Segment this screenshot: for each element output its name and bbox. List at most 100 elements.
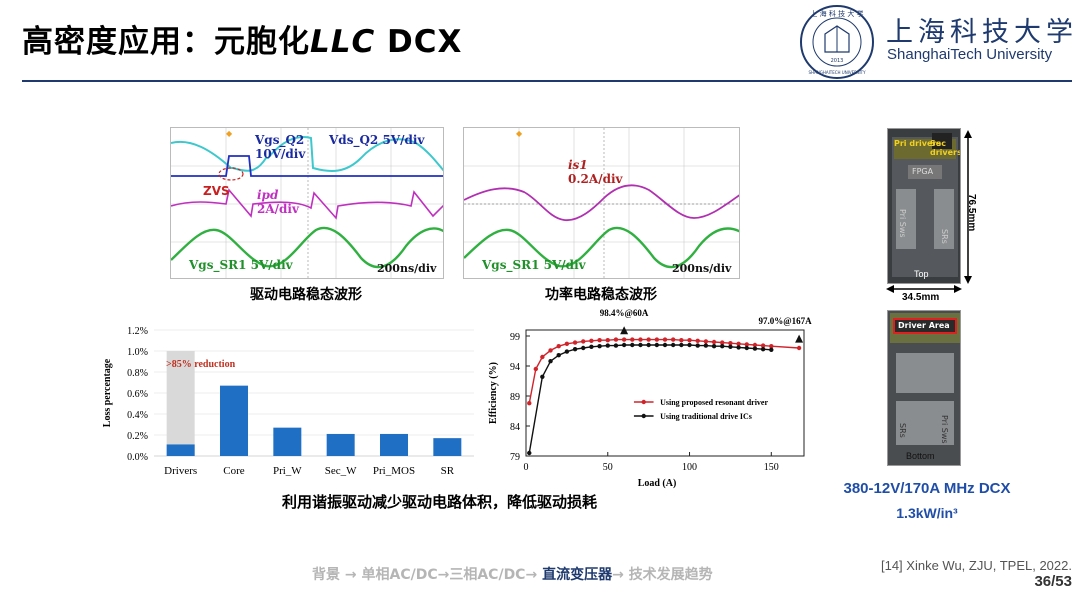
- data-point: [621, 337, 627, 342]
- legend-marker: [641, 399, 646, 405]
- srs-label: SRs: [940, 229, 949, 244]
- converter-spec: 380-12V/170A MHz DCX 1.3kW/in³: [843, 480, 1011, 521]
- label-vgs-sr1: Vgs_SR1 5V/div: [189, 258, 293, 272]
- data-point: [556, 353, 561, 358]
- data-point: [703, 343, 709, 348]
- data-point: [581, 339, 586, 344]
- y-tick-label: 0.0%: [127, 452, 148, 463]
- data-point: [744, 342, 749, 347]
- data-point: [527, 401, 532, 406]
- annotation-marker: [795, 334, 804, 343]
- data-point: [752, 342, 758, 348]
- scope-power-waveform: ◆ is1 0.2A/div Vgs_SR1 5V/div 200ns/div: [463, 127, 740, 279]
- data-point: [679, 342, 684, 348]
- data-point: [711, 344, 717, 349]
- label-is1: is1 0.2A/div: [568, 158, 623, 186]
- data-point: [670, 337, 676, 342]
- label-ipd: ipd 2A/div: [257, 188, 299, 216]
- data-point: [654, 342, 660, 348]
- label-vgs-q2: Vgs_Q2 10V/div: [255, 133, 306, 161]
- data-point: [769, 347, 774, 352]
- data-point: [533, 366, 539, 372]
- bar-value: [380, 433, 408, 456]
- sec-drivers-label: Sec drivers: [930, 139, 961, 157]
- data-point: [605, 343, 610, 348]
- x-tick-label: 150: [764, 462, 779, 473]
- data-point: [613, 337, 619, 342]
- data-point: [564, 349, 570, 354]
- y-tick-label: 0.4%: [127, 410, 148, 421]
- width-dimension-arrow: [886, 285, 962, 293]
- bar-value: [433, 438, 462, 456]
- driver-area-label: Driver Area: [898, 321, 950, 330]
- bottom-label: Bottom: [906, 451, 935, 461]
- section-breadcrumb: 背景 → 单相AC/DC→三相AC/DC→ 直流变压器→ 技术发展趋势: [312, 567, 713, 583]
- data-point: [769, 344, 774, 349]
- data-point: [548, 359, 553, 364]
- bar-value: [326, 433, 355, 456]
- bar-value: [273, 427, 302, 456]
- data-point: [720, 340, 725, 345]
- fpga-label: FPGA: [912, 167, 934, 176]
- data-point: [646, 337, 651, 342]
- data-point: [703, 339, 709, 344]
- page-number: 36/53: [1034, 573, 1072, 590]
- srs-bottom-label: SRs: [898, 423, 907, 438]
- timebase: 200ns/div: [377, 262, 437, 275]
- board-top-photo: Pri drivers Sec drivers FPGA Pri Sws SRs…: [887, 128, 961, 284]
- y-tick-label: 0.6%: [127, 389, 148, 400]
- x-tick-label: 0: [524, 462, 529, 473]
- chart-annotation: >85% reduction: [166, 359, 236, 370]
- legend-marker: [641, 413, 646, 419]
- slide-title: 高密度应用：元胞化LLC DCX: [22, 24, 463, 60]
- data-point: [630, 337, 635, 342]
- legend-label: Using traditional drive ICs: [660, 412, 752, 421]
- data-point: [613, 343, 619, 348]
- svg-text:SHANGHAITECH UNIVERSITY: SHANGHAITECH UNIVERSITY: [808, 70, 866, 75]
- y-tick-label: 0.2%: [127, 431, 148, 442]
- data-point: [589, 338, 594, 343]
- y-tick-label: 89: [510, 392, 520, 403]
- data-point: [564, 341, 570, 346]
- annotation-marker: [620, 326, 629, 335]
- data-point: [796, 345, 802, 351]
- board-bottom-photo: Driver Area SRs Pri Sws Bottom: [887, 310, 961, 466]
- data-point: [760, 347, 766, 352]
- data-point: [720, 344, 725, 349]
- data-point: [736, 345, 741, 350]
- width-label: 34.5mm: [902, 292, 940, 303]
- university-name-cn: 上海科技大学: [886, 17, 1078, 48]
- data-point: [572, 347, 578, 352]
- data-point: [736, 341, 741, 346]
- label-vds-q2: Vds_Q2 5V/div: [329, 133, 425, 147]
- data-point: [695, 338, 700, 343]
- data-point: [752, 346, 758, 351]
- data-point: [662, 337, 668, 342]
- university-name-en: ShanghaiTech University: [887, 46, 1053, 63]
- data-point: [638, 342, 643, 348]
- data-point: [621, 342, 627, 348]
- y-tick-label: 1.0%: [127, 347, 148, 358]
- x-tick-label: SR: [441, 465, 455, 477]
- annotation-label: 97.0%@167A: [759, 316, 813, 326]
- y-tick-label: 0.8%: [127, 368, 148, 379]
- data-point: [695, 343, 700, 348]
- data-point: [540, 354, 545, 360]
- data-point: [687, 342, 692, 348]
- label-zvs: ZVS: [203, 184, 230, 198]
- height-dimension-arrow: [964, 130, 972, 284]
- loss-bar-chart: 0.0% 0.2% 0.4% 0.6% 0.8% 1.0% 1.2% Loss percent…: [102, 326, 474, 477]
- legend-label: Using proposed resonant driver: [660, 398, 768, 407]
- y-axis-label: Loss percentage: [102, 358, 113, 427]
- data-point: [556, 344, 561, 349]
- x-tick-label: Pri_MOS: [373, 465, 415, 477]
- y-axis-label: Efficiency (%): [488, 362, 499, 424]
- bar-baseline: [166, 351, 195, 456]
- annotation-label: 98.4%@60A: [600, 308, 649, 318]
- bar-value: [166, 444, 195, 456]
- data-point: [679, 338, 684, 343]
- top-label: Top: [914, 269, 929, 279]
- timebase: 200ns/div: [672, 262, 732, 275]
- data-point: [605, 338, 610, 343]
- x-tick-label: 50: [603, 462, 613, 473]
